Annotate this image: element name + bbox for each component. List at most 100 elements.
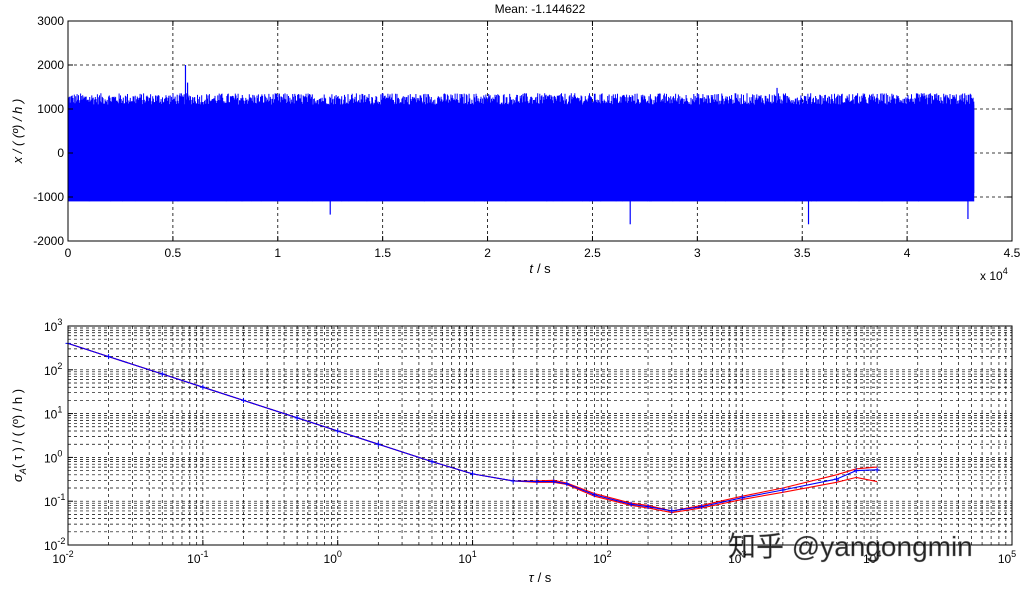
bottom-y-tick-label: 10-2 [44,536,65,553]
top-x-tick-label: 4 [904,246,911,260]
top-y-tick-label: -2000 [33,234,64,248]
bottom-series-point [200,384,206,390]
bottom-x-tick-power: -1 [201,549,209,559]
bottom-series-point [853,468,859,474]
bottom-x-tick-label: 105 [998,549,1016,566]
top-plot-title: Mean: -1.144622 [495,2,586,16]
top-x-axis-label: t / s [529,261,551,276]
bottom-x-tick-label: 10-2 [52,549,73,566]
bottom-series-point [874,467,880,473]
bottom-x-tick-label: 104 [863,549,881,566]
bottom-series-point [240,397,246,403]
bottom-y-axis-sub: A [18,468,28,475]
bottom-series-point [375,441,381,447]
bottom-x-tick-base: 10 [324,552,338,566]
top-plot-frame [67,20,1013,242]
bottom-series-point [645,504,651,510]
bottom-y-tick-label: 102 [44,361,62,378]
top-y-tick-label: 3000 [37,14,64,28]
top-plot: 0 0.5 1 1.5 2 2.5 3 3.5 4 4.5 -2000 -1000 0 1000 2000 3… [10,2,1021,283]
top-y-tick-label: 1000 [37,102,64,116]
bottom-series-point [294,415,300,421]
bottom-x-tick-power: 5 [1011,549,1016,559]
bottom-series-point [628,501,634,507]
bottom-y-tick-base: 10 [44,451,58,465]
top-y-tick-label: -1000 [33,190,64,204]
bottom-y-tick-power: 0 [57,448,62,458]
bottom-plot-frame [67,325,1013,546]
bottom-series [65,340,880,514]
bottom-grid [68,326,1012,545]
bottom-series-point [106,354,112,360]
bottom-x-tick-base: 10 [187,552,201,566]
bottom-y-tick-power: 3 [57,317,62,327]
bottom-x-tick-base: 10 [458,552,472,566]
top-x-tick-label: 1.5 [374,246,391,260]
top-x-tick-label: 1 [274,246,281,260]
bottom-x-tick-label: 101 [458,549,476,566]
bottom-y-tick-base: 10 [44,364,58,378]
top-x-tick-label: 4.5 [1004,246,1021,260]
top-x-tick-label: 2.5 [584,246,601,260]
bottom-y-tick-base: 10 [44,408,58,422]
bottom-y-tick-base: 10 [44,320,58,334]
top-y-tick-label: 2000 [37,58,64,72]
top-x-tick-label: 0 [65,246,72,260]
bottom-series-line [67,342,878,512]
bottom-x-tick-base: 10 [593,552,607,566]
bottom-series-point [834,476,840,482]
bottom-y-tick-label: 10-1 [44,492,65,509]
bottom-series-point [739,495,745,501]
top-x-tick-label: 2 [484,246,491,260]
bottom-series-point [669,508,675,514]
top-x-tick-label: 3 [694,246,701,260]
bottom-x-tick-base: 10 [998,552,1012,566]
bottom-x-tick-power: 2 [607,549,612,559]
bottom-x-tick-label: 10-1 [187,549,208,566]
bottom-y-tick-label: 100 [44,448,62,465]
bottom-y-tick-label: 101 [44,405,62,422]
bottom-y-axis-label: σA( τ ) / ( (º) / h ) [10,389,28,482]
top-x-exponent-power: 4 [1003,266,1008,276]
bottom-y-tick-label: 103 [44,317,62,334]
bottom-y-tick-power: -1 [57,492,65,502]
bottom-series-point [534,479,540,485]
bottom-y-axis-rest: ( τ ) / ( (º) / h ) [10,389,25,468]
top-ticks: 0 0.5 1 1.5 2 2.5 3 3.5 4 4.5 -2000 -1000 0 1000 2000 3… [33,14,1020,260]
top-x-tick-label: 3.5 [794,246,811,260]
bottom-x-tick-power: 0 [337,549,342,559]
bottom-x-tick-label: 103 [728,549,746,566]
bottom-series-point [510,478,516,484]
bottom-ticks: 10-2 10-1 100 101 102 103 104 10510-210-1100101… [44,317,1016,566]
bottom-y-tick-base: 10 [44,495,58,509]
bottom-series-point [699,504,705,510]
top-x-exponent-base: x 10 [980,269,1003,283]
bottom-x-tick-power: 1 [472,549,477,559]
bottom-x-tick-base: 10 [52,552,66,566]
bottom-x-tick-power: 4 [876,549,881,559]
bottom-y-tick-power: 2 [57,361,62,371]
bottom-series-point [780,487,786,493]
bottom-y-tick-power: 1 [57,405,62,415]
bottom-x-tick-label: 100 [324,549,342,566]
bottom-x-tick-label: 102 [593,549,611,566]
bottom-x-axis-label: τ / s [529,570,552,585]
bottom-x-tick-power: 3 [741,549,746,559]
bottom-x-tick-base: 10 [863,552,877,566]
bottom-y-tick-power: -2 [57,536,65,546]
top-x-exponent: x 104 [980,266,1008,283]
top-x-tick-label: 0.5 [165,246,182,260]
bottom-x-tick-power: -2 [66,549,74,559]
bottom-series-point [470,471,476,477]
bottom-series-point [335,428,341,434]
bottom-y-tick-base: 10 [44,539,58,553]
bottom-y-axis-var: σ [10,473,25,482]
bottom-x-axis-var: τ [529,570,535,585]
bottom-x-axis-unit: / s [538,570,552,585]
watermark: 知乎 @yangongmin [728,531,973,562]
top-signal [67,65,975,225]
bottom-series-point [429,459,435,465]
bottom-series-point [159,371,165,377]
top-y-axis-label: x / ( (º) / h ) [10,99,25,165]
